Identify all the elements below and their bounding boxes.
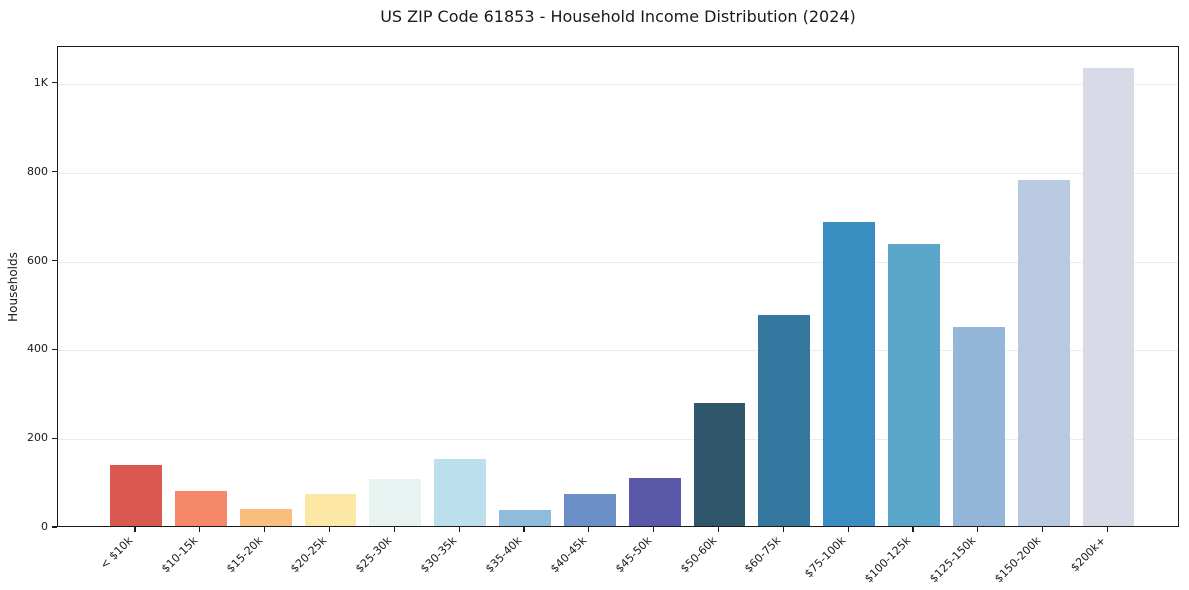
y-tick <box>52 348 57 350</box>
bar-$45-50k <box>628 478 681 526</box>
x-tick <box>199 527 201 532</box>
chart-title: US ZIP Code 61853 - Household Income Dis… <box>380 7 856 26</box>
y-axis-label: Households <box>6 252 20 322</box>
y-tick-label: 600 <box>27 253 48 267</box>
bar-< $10k <box>110 465 162 526</box>
bar-$50-60k <box>693 402 746 526</box>
x-tick <box>653 527 655 532</box>
bar-$15-20k <box>239 508 292 526</box>
bar-$40-45k <box>563 494 616 526</box>
x-tick <box>977 527 979 532</box>
x-tick <box>1106 527 1109 532</box>
gridline <box>58 439 1178 441</box>
gridline <box>58 261 1178 263</box>
bar-$125-150k <box>952 327 1005 526</box>
y-tick <box>52 437 57 439</box>
x-tick <box>458 527 460 532</box>
x-tick <box>717 527 720 532</box>
x-tick <box>328 527 331 532</box>
y-tick <box>52 171 57 173</box>
bar-$150-200k <box>1017 180 1070 526</box>
x-tick <box>393 527 395 532</box>
x-tick <box>1042 527 1044 532</box>
y-tick-label: 200 <box>27 431 48 445</box>
y-tick-label: 1K <box>33 75 48 89</box>
gridline <box>58 83 1178 85</box>
x-tick <box>782 527 784 532</box>
x-tick <box>264 527 266 532</box>
y-tick <box>52 526 57 528</box>
bar-$25-30k <box>369 478 422 526</box>
x-tick-label: < $10k <box>97 534 136 572</box>
gridline <box>58 172 1178 174</box>
x-tick <box>588 527 590 532</box>
bar-$200k+ <box>1082 67 1135 526</box>
y-tick-label: 400 <box>27 342 48 356</box>
plot-area <box>57 46 1179 527</box>
x-tick <box>523 527 525 532</box>
x-tick <box>847 527 849 532</box>
bar-$30-35k <box>434 458 487 526</box>
bar-$60-75k <box>758 314 811 526</box>
y-tick <box>52 259 57 262</box>
bar-$20-25k <box>304 494 357 526</box>
bar-$75-100k <box>823 221 876 526</box>
y-tick-label: 800 <box>27 164 48 178</box>
y-tick-label: 0 <box>41 520 48 533</box>
y-tick <box>52 82 57 84</box>
gridline <box>58 350 1178 352</box>
bar-$10-15k <box>174 490 227 526</box>
x-tick <box>912 527 914 532</box>
bar-$100-125k <box>888 243 940 526</box>
bar-$35-40k <box>499 510 551 526</box>
x-tick <box>134 527 136 532</box>
